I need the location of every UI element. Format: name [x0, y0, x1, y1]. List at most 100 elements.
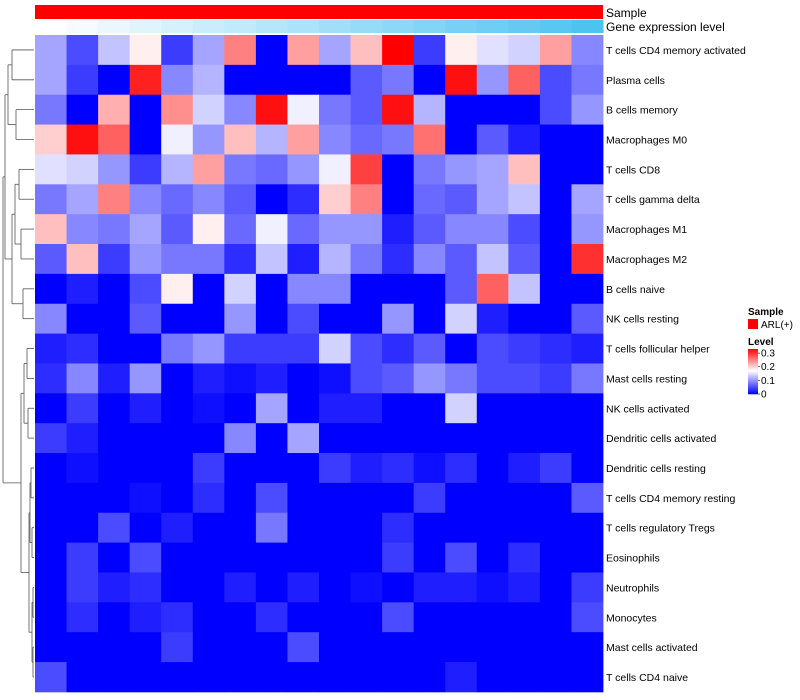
heatmap-cell [476, 333, 509, 364]
heatmap-cell [287, 482, 320, 514]
heatmap-cell [445, 632, 478, 663]
heatmap-cell [319, 303, 351, 334]
heatmap-cell [66, 64, 99, 96]
heatmap-cell [255, 602, 288, 633]
heatmap-cell [161, 662, 194, 693]
heatmap-cell [539, 35, 572, 66]
heatmap-cell [287, 124, 320, 155]
heatmap-cell [224, 303, 257, 334]
heatmap-cell [192, 64, 225, 96]
level-legend-gradient-step [748, 363, 758, 366]
heatmap-cell [192, 602, 225, 633]
heatmap-cell [319, 64, 351, 96]
heatmap-cell [319, 542, 351, 573]
heatmap-cell [382, 542, 415, 573]
level-legend-gradient-step [748, 365, 758, 368]
heatmap-cell [382, 572, 415, 603]
level-legend-gradient-step [748, 371, 758, 373]
heatmap-cell [255, 273, 288, 305]
heatmap-cell [413, 602, 446, 633]
heatmap-cell [413, 124, 446, 155]
heatmap-cell [129, 273, 162, 305]
heatmap-cell [66, 273, 99, 305]
level-legend-gradient-step [748, 355, 758, 358]
heatmap-cell [539, 363, 572, 394]
heatmap-cell [445, 35, 478, 66]
level-legend-gradient-step [748, 381, 758, 384]
level-legend-title: Level [748, 337, 774, 348]
heatmap-cell [224, 35, 257, 66]
heatmap-cell [350, 184, 383, 215]
heatmap-cell [476, 632, 509, 663]
heatmap-cell [476, 244, 509, 275]
heatmap-cell [287, 512, 320, 544]
row-label: T cells CD4 naive [606, 672, 688, 684]
heatmap-cell [350, 303, 383, 334]
level-legend-gradient-step [748, 359, 758, 361]
heatmap-cell [287, 662, 320, 693]
heatmap-cell [66, 303, 99, 334]
row-label: Plasma cells [606, 75, 665, 87]
heatmap-cell [476, 154, 509, 185]
heatmap-cell [571, 273, 604, 305]
heatmap-cell [129, 184, 162, 215]
heatmap-cell [35, 662, 67, 693]
heatmap-cell [476, 602, 509, 633]
heatmap-cell [287, 244, 320, 275]
row-label: Macrophages M2 [606, 254, 687, 266]
level-legend-gradient-step [748, 362, 758, 364]
heatmap-cell [319, 393, 351, 424]
heatmap-cell [192, 154, 225, 185]
heatmap-cell [129, 632, 162, 663]
level-legend-tick-label: 0 [761, 390, 767, 401]
heatmap-cell [192, 333, 225, 364]
row-label: B cells naive [606, 284, 665, 296]
heatmap-cell [35, 333, 67, 364]
level-legend-gradient-step [748, 356, 758, 359]
heatmap-cell [287, 542, 320, 573]
heatmap-cell [35, 393, 67, 424]
heatmap-cell [66, 214, 99, 245]
level-legend-gradient-step [748, 377, 758, 379]
heatmap-cell [98, 512, 131, 544]
heatmap-cell [287, 363, 320, 394]
level-legend-gradient-step [748, 390, 758, 393]
heatmap-cell [66, 572, 99, 603]
level-legend-gradient-step [748, 386, 758, 388]
heatmap-cell [571, 542, 604, 573]
heatmap-cell [98, 423, 131, 454]
heatmap-cell [255, 572, 288, 603]
heatmap-cell [508, 154, 541, 185]
heatmap-cell [350, 363, 383, 394]
heatmap-cell [319, 333, 351, 364]
heatmap-cell [255, 124, 288, 155]
heatmap-cell [192, 214, 225, 245]
heatmap-cell [445, 124, 478, 155]
heatmap-cell [413, 453, 446, 484]
heatmap-cell [161, 602, 194, 633]
heatmap-cell [287, 572, 320, 603]
heatmap-cell [129, 64, 162, 96]
heatmap-cell [413, 333, 446, 364]
heatmap-cell [508, 64, 541, 96]
heatmap-cell [35, 64, 67, 96]
heatmap-cell [192, 94, 225, 125]
level-legend-gradient-step [748, 364, 758, 367]
heatmap-cell [66, 662, 99, 693]
heatmap-cell [161, 572, 194, 603]
heatmap-cell [539, 662, 572, 693]
heatmap-cell [382, 662, 415, 693]
heatmap-cell [413, 572, 446, 603]
heatmap-cell [445, 184, 478, 215]
heatmap-cell [319, 363, 351, 394]
heatmap-cell [539, 453, 572, 484]
heatmap-cell [129, 94, 162, 125]
heatmap-cell [539, 632, 572, 663]
sample-track-bar [35, 5, 603, 19]
heatmap-cell [539, 542, 572, 573]
heatmap-cell [161, 244, 194, 275]
heatmap-cell [161, 214, 194, 245]
heatmap-cell [192, 124, 225, 155]
heatmap-cell [508, 393, 541, 424]
heatmap-cell [98, 64, 131, 96]
